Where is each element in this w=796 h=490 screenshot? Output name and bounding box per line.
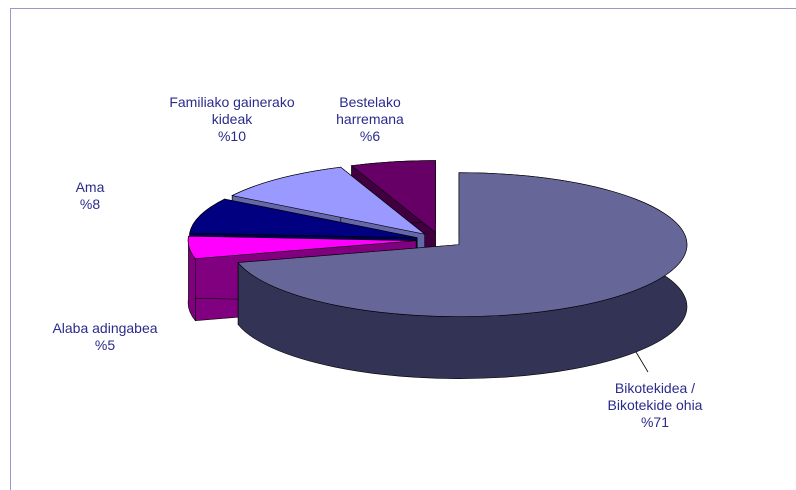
pie-slice [187, 235, 417, 259]
value-label: %5 [94, 337, 116, 353]
category-label: Bestelako harremana [336, 94, 404, 127]
pie-slice [237, 172, 688, 317]
slice-label: Bikotekidea / Bikotekide ohia %71 [590, 380, 720, 431]
category-label: Familiako gainerako kideak [169, 94, 295, 127]
pie-slice [189, 198, 418, 238]
chart-frame [10, 8, 796, 490]
pie-slice [350, 160, 436, 234]
value-label: %71 [640, 414, 670, 430]
value-label: %10 [217, 128, 247, 144]
value-label: %6 [359, 128, 381, 144]
value-label: %8 [79, 196, 101, 212]
slice-label: Ama %8 [60, 179, 120, 213]
leader-line [635, 351, 649, 373]
category-label: Alaba adingabea [52, 320, 158, 336]
slice-label: Familiako gainerako kideak %10 [168, 94, 296, 145]
slice-label: Bestelako harremana %6 [320, 94, 420, 145]
category-label: Bikotekidea / Bikotekide ohia [607, 380, 703, 413]
slice-label: Alaba adingabea %5 [30, 320, 180, 354]
category-label: Ama [75, 179, 105, 195]
pie-slice [231, 166, 425, 235]
